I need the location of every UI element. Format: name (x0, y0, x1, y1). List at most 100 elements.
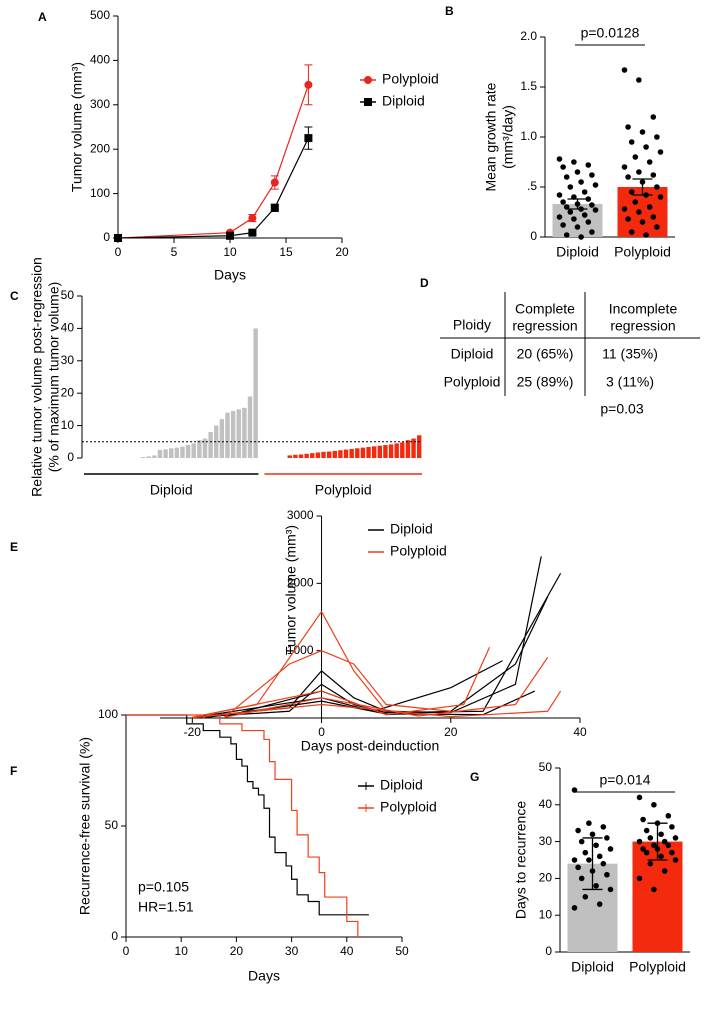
bar (152, 455, 157, 458)
panel-letter: B (445, 4, 454, 18)
point (567, 209, 574, 215)
x-tick-label: 0 (318, 725, 325, 739)
y-tick-label: 500 (90, 8, 110, 22)
bar (400, 442, 405, 458)
series-line (192, 690, 562, 719)
panel-letter: A (38, 10, 47, 24)
point (646, 204, 653, 210)
legend-label: Polyploid (390, 543, 447, 559)
point (560, 199, 566, 205)
table-cell: Polyploid (444, 374, 501, 390)
series-line (224, 650, 451, 718)
series-line (192, 556, 542, 718)
point (270, 203, 279, 212)
point (639, 219, 646, 225)
survival-curve (126, 714, 369, 916)
point (636, 875, 643, 882)
y-axis-label: (% of maximum tumor volume) (46, 282, 62, 473)
point (567, 184, 574, 190)
bar (298, 454, 304, 458)
y-tick-label: 40 (539, 797, 553, 811)
point (636, 77, 642, 83)
point (270, 178, 279, 187)
y-tick-label: 400 (90, 53, 110, 67)
point (607, 886, 614, 893)
point (581, 189, 588, 195)
y-tick-label: 0 (67, 450, 74, 464)
series-line (192, 647, 491, 718)
series-line (224, 596, 549, 718)
table-cell: Diploid (451, 346, 494, 362)
point (582, 894, 589, 900)
point (578, 179, 584, 185)
panel-letter: C (10, 289, 19, 303)
y-tick-label: 30 (61, 353, 75, 367)
point (654, 184, 660, 190)
point (654, 224, 660, 230)
point (560, 164, 566, 170)
point (672, 857, 679, 863)
x-tick-label: 20 (335, 245, 349, 259)
table-cell: 20 (65%) (517, 346, 574, 362)
x-tick-label: Diploid (556, 244, 599, 260)
bar (219, 419, 225, 458)
x-tick-label: 40 (573, 725, 587, 739)
x-tick-label: 10 (175, 944, 189, 958)
annotation: p=0.105 (138, 879, 189, 895)
point (672, 835, 679, 841)
point (589, 202, 595, 208)
point (658, 831, 664, 838)
y-tick-label: 2000 (287, 576, 314, 590)
legend-label: Diploid (390, 521, 433, 537)
annotation: p=0.014 (600, 772, 651, 788)
bar (202, 438, 208, 458)
point (628, 189, 635, 195)
point (585, 162, 592, 168)
y-axis-label: Mean growth rate (483, 82, 499, 191)
point (586, 857, 592, 863)
bar (191, 443, 196, 458)
group-label: Diploid (150, 482, 193, 498)
y-tick-label: 0 (103, 230, 110, 244)
point (669, 824, 675, 830)
bar (253, 328, 258, 458)
point (226, 231, 234, 240)
bar (242, 407, 247, 458)
point (646, 159, 653, 165)
bar (180, 446, 185, 458)
point (650, 214, 657, 220)
point (248, 214, 257, 223)
x-tick-label: 30 (285, 944, 299, 958)
point (625, 124, 631, 130)
point (657, 149, 664, 155)
point (651, 842, 657, 849)
series-line (117, 84, 309, 239)
y-tick-label: 20 (61, 385, 75, 399)
y-tick-label: 50 (61, 288, 75, 302)
y-tick-label: 1.0 (520, 129, 537, 143)
bar (411, 438, 416, 458)
panel-letter: E (10, 540, 18, 554)
y-tick-label: 1000 (287, 643, 314, 657)
bar (394, 443, 399, 458)
y-axis-label: Relative tumor volume post-regression (29, 257, 45, 497)
point (640, 846, 646, 852)
bar (315, 452, 321, 458)
point (651, 802, 657, 808)
point (593, 882, 599, 889)
x-tick-label: 15 (279, 245, 293, 259)
x-tick-label: 0 (115, 245, 122, 259)
y-tick-label: 50 (105, 818, 119, 832)
legend-label: Polyploid (380, 799, 437, 815)
y-tick-label: 50 (539, 760, 553, 774)
bar (293, 454, 298, 458)
point (364, 76, 372, 84)
point (621, 206, 628, 212)
point (575, 827, 581, 834)
point (647, 835, 654, 841)
point (586, 820, 592, 826)
point (592, 182, 599, 188)
point (571, 159, 577, 165)
point (589, 172, 595, 178)
point (304, 80, 313, 89)
